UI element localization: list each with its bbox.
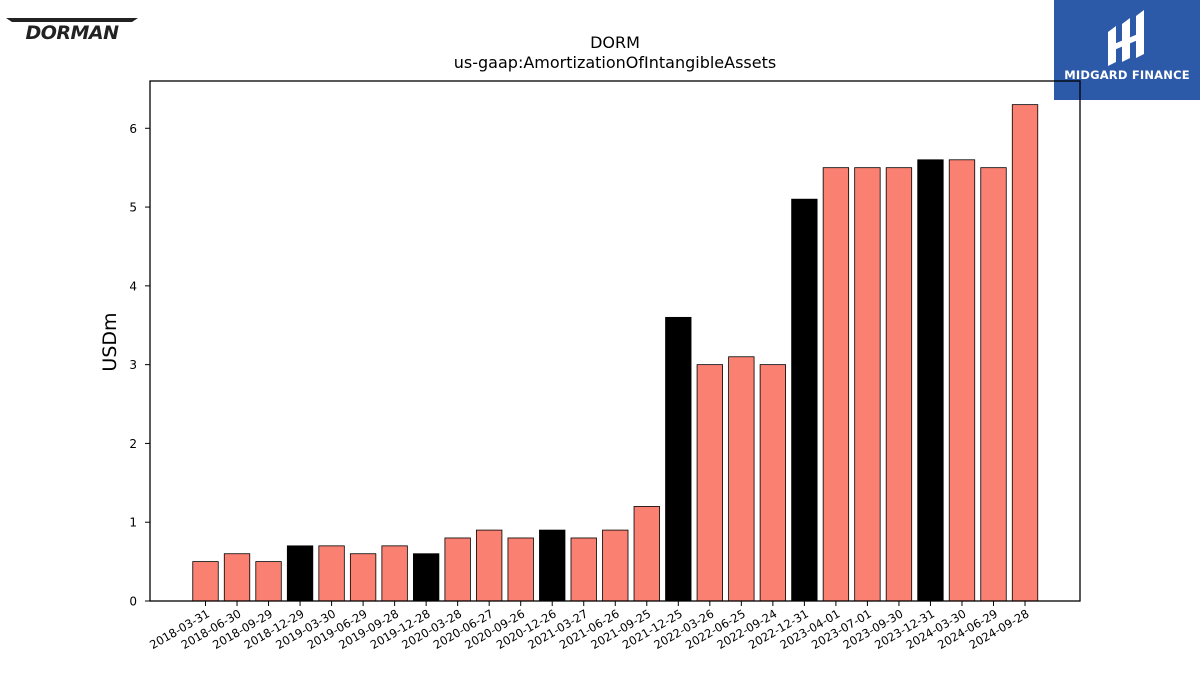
- bar-2021-06-26: [602, 529, 629, 602]
- bar-2023-04-01: [822, 167, 850, 602]
- bar-2019-06-29: [349, 553, 377, 602]
- bar-2018-03-31: [192, 561, 219, 602]
- bar-2018-12-29: [286, 545, 314, 602]
- y-tick-label: 0: [129, 595, 137, 609]
- bar-2022-06-25: [728, 356, 755, 602]
- bar-2023-07-01: [854, 167, 881, 602]
- bar-2022-09-24: [759, 364, 787, 602]
- dorman-logo-mark: DORMAN: [6, 18, 138, 44]
- bars-group: [192, 104, 1039, 602]
- bar-2024-03-30: [948, 159, 976, 602]
- bar-2019-09-28: [381, 545, 408, 602]
- y-tick-label: 2: [129, 437, 137, 451]
- dorman-logo: DORMAN: [6, 14, 138, 44]
- y-tick-label: 1: [129, 516, 137, 530]
- bar-2023-12-31: [917, 159, 944, 602]
- bar-2020-03-28: [444, 537, 471, 602]
- y-tick-label: 4: [129, 279, 137, 293]
- bar-2023-09-30: [885, 167, 913, 602]
- midgard-emblem-icon: [1108, 10, 1144, 66]
- y-axis-label: USDm: [99, 312, 121, 371]
- y-tick-label: 5: [129, 201, 137, 215]
- bar-2020-06-27: [476, 529, 503, 602]
- y-tick-label: 6: [129, 122, 137, 136]
- midgard-finance-wordmark: MIDGARD FINANCE: [1064, 68, 1190, 82]
- plot-frame: [149, 80, 1081, 602]
- dorman-logo-text: DORMAN: [25, 22, 119, 42]
- bar-2021-12-25: [665, 316, 692, 602]
- x-axis: 2018-03-312018-06-302018-09-292018-12-29…: [147, 601, 1032, 652]
- bar-2019-12-28: [412, 553, 440, 602]
- bar-2021-03-27: [570, 537, 597, 602]
- bar-2024-09-28: [1011, 104, 1039, 602]
- bar-2020-09-26: [507, 537, 534, 602]
- bar-2024-06-29: [980, 167, 1007, 602]
- y-tick-label: 3: [129, 358, 137, 372]
- bar-2021-09-25: [633, 506, 660, 602]
- bar-2022-03-26: [696, 364, 723, 602]
- bar-2018-06-30: [223, 553, 251, 602]
- bar-2022-12-31: [791, 198, 818, 602]
- y-axis: 0 1 2 3 4 5 6: [129, 122, 150, 609]
- bar-2020-12-26: [539, 529, 566, 602]
- chart-subtitle: us-gaap:AmortizationOfIntangibleAssets: [454, 53, 776, 72]
- bar-2019-03-30: [318, 545, 345, 602]
- midgard-finance-logo: MIDGARD FINANCE: [1054, 0, 1200, 100]
- chart-title: DORM: [590, 33, 640, 52]
- bar-2018-09-29: [255, 561, 282, 602]
